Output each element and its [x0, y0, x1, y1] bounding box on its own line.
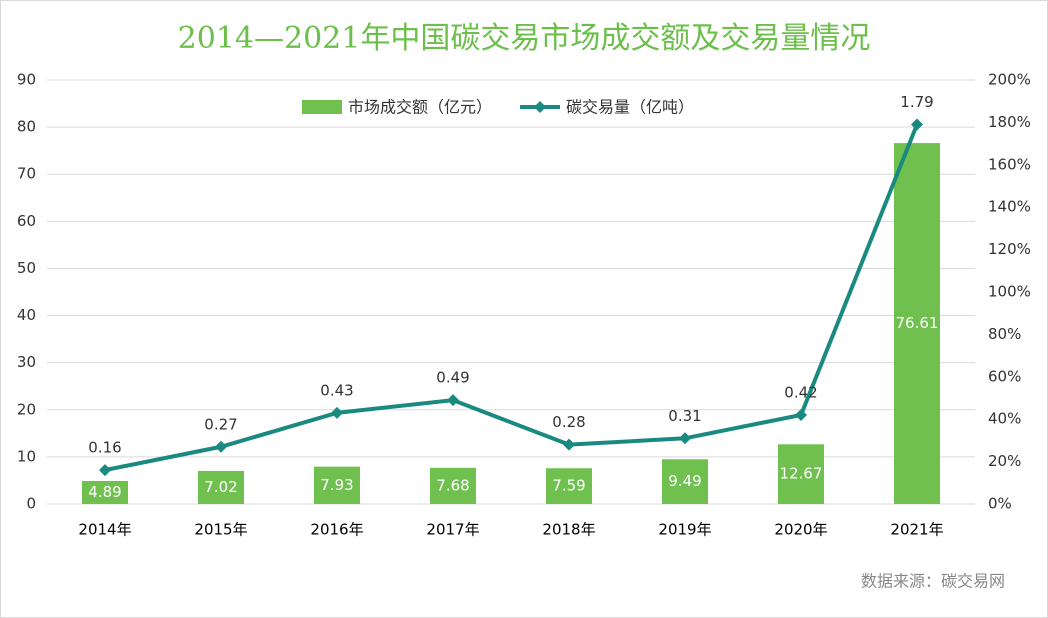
bar-value-label: 76.61	[896, 314, 939, 332]
line-marker	[911, 118, 923, 131]
y-tick-label: 80	[17, 118, 36, 136]
bar-value-label: 9.49	[668, 472, 701, 490]
bar	[662, 459, 708, 504]
y2-tick-label: 200%	[988, 71, 1031, 89]
y-tick-label: 40	[17, 306, 36, 324]
x-tick-label: 2017年	[426, 521, 479, 539]
y2-tick-label: 60%	[988, 367, 1021, 385]
y2-tick-label: 100%	[988, 283, 1031, 301]
line-value-label: 1.79	[900, 93, 933, 111]
line-marker	[679, 432, 691, 445]
y2-tick-label: 0%	[988, 495, 1012, 513]
chart-title: 2014—2021年中国碳交易市场成交额及交易量情况	[178, 21, 871, 56]
y-tick-label: 50	[17, 259, 36, 277]
legend-label: 市场成交额（亿元）	[348, 98, 492, 117]
y2-tick-label: 80%	[988, 325, 1021, 343]
x-tick-label: 2018年	[542, 521, 595, 539]
bar	[778, 444, 824, 504]
y-tick-label: 60	[17, 212, 36, 230]
y2-tick-label: 140%	[988, 198, 1031, 216]
x-tick-label: 2020年	[774, 521, 827, 539]
legend-swatch	[302, 100, 342, 114]
y2-tick-label: 160%	[988, 155, 1031, 173]
y-tick-label: 0	[26, 495, 36, 513]
line-value-label: 0.43	[320, 381, 353, 399]
y-tick-label: 10	[17, 447, 36, 465]
y-tick-label: 90	[17, 71, 36, 89]
y2-tick-label: 180%	[988, 113, 1031, 131]
y-tick-label: 70	[17, 165, 36, 183]
x-tick-label: 2019年	[658, 521, 711, 539]
y2-tick-label: 20%	[988, 452, 1021, 470]
x-tick-label: 2015年	[194, 521, 247, 539]
line-value-label: 0.27	[204, 415, 237, 433]
line-value-label: 0.28	[552, 413, 585, 431]
bar-value-label: 12.67	[780, 465, 823, 483]
y-tick-label: 20	[17, 400, 36, 418]
x-tick-label: 2021年	[890, 521, 943, 539]
line-value-label: 0.16	[88, 439, 121, 457]
line-value-label: 0.31	[668, 407, 701, 425]
bar	[314, 466, 360, 504]
line-value-label: 0.42	[784, 383, 817, 401]
bar-value-label: 7.02	[204, 478, 237, 496]
source-note: 数据来源：碳交易网	[861, 572, 1005, 591]
x-tick-label: 2016年	[310, 521, 363, 539]
line-marker	[215, 440, 227, 453]
bar	[894, 143, 940, 504]
line-value-label: 0.49	[436, 369, 469, 387]
y2-tick-label: 120%	[988, 240, 1031, 258]
x-tick-label: 2014年	[78, 521, 131, 539]
y2-tick-label: 40%	[988, 410, 1021, 428]
line-marker	[563, 438, 575, 451]
legend-swatch-marker	[534, 101, 546, 113]
bar	[430, 467, 476, 504]
legend-label: 碳交易量（亿吨）	[566, 98, 694, 117]
line-marker	[99, 464, 111, 477]
bar	[198, 470, 244, 504]
bar-value-label: 7.68	[436, 476, 469, 494]
line	[104, 123, 919, 473]
y-tick-label: 30	[17, 353, 36, 371]
bar	[82, 480, 128, 504]
line-marker	[447, 394, 459, 407]
line-marker	[795, 408, 807, 421]
bar	[546, 468, 592, 504]
line-marker	[331, 406, 343, 419]
bar-value-label: 7.93	[320, 476, 353, 494]
bar-value-label: 7.59	[552, 477, 585, 495]
bar-value-label: 4.89	[88, 483, 121, 501]
